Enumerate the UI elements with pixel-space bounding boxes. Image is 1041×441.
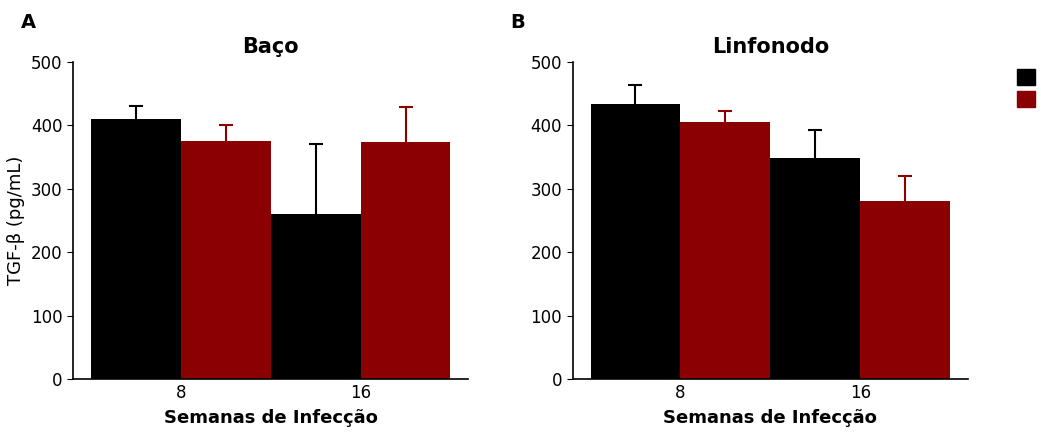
Bar [860,202,950,379]
Title: Baço: Baço [243,37,299,57]
Bar [770,158,860,379]
X-axis label: Semanas de Infecção: Semanas de Infecção [663,409,878,427]
Bar [91,119,181,379]
X-axis label: Semanas de Infecção: Semanas de Infecção [163,409,378,427]
Bar [590,104,681,379]
Title: Linfonodo: Linfonodo [712,37,829,57]
Y-axis label: TGF-β (pg/mL): TGF-β (pg/mL) [7,156,25,285]
Legend: C57BL/6, IFN-γ-/-: C57BL/6, IFN-γ-/- [1016,69,1041,108]
Text: B: B [510,13,525,32]
Text: A: A [21,13,36,32]
Bar [271,214,360,379]
Bar [681,122,770,379]
Bar [181,141,271,379]
Bar [360,142,451,379]
